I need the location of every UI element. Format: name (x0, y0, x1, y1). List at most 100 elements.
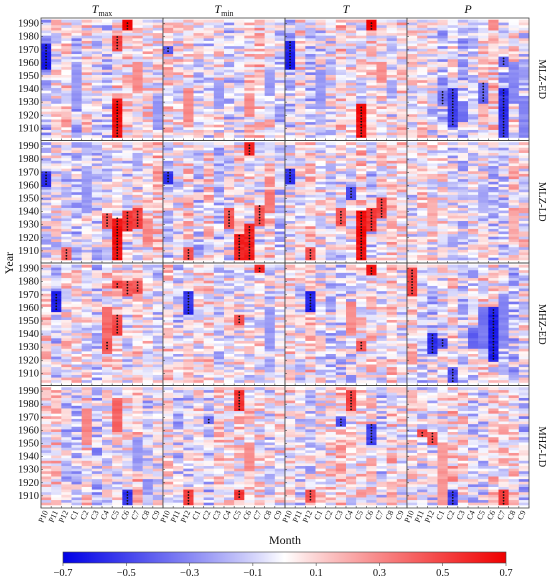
heatmap-cell (437, 157, 448, 161)
heatmap-cell (376, 233, 387, 237)
heatmap-cell (81, 311, 93, 315)
heatmap-cell (152, 100, 164, 104)
heatmap-cell (468, 220, 479, 224)
heatmap-cell (468, 160, 479, 164)
heatmap-cell (305, 241, 316, 245)
heatmap-cell (102, 113, 113, 117)
heatmap-cell (417, 168, 428, 172)
heatmap-cell (274, 38, 286, 41)
heatmap-cell (112, 189, 123, 193)
heatmap-cell (498, 215, 509, 219)
heatmap-cell (335, 113, 347, 117)
heatmap-cell (163, 189, 174, 193)
heatmap-cell (173, 246, 184, 250)
heatmap-cell (132, 121, 143, 125)
heatmap-cell (203, 106, 215, 109)
heatmap-cell (417, 53, 428, 57)
heatmap-cell (376, 30, 387, 34)
heatmap-cell (122, 113, 133, 117)
heatmap-cell (254, 127, 265, 130)
heatmap-cell (427, 103, 438, 107)
heatmap-cell (51, 272, 62, 276)
heatmap-cell (102, 77, 113, 81)
heatmap-cell (498, 35, 509, 39)
heatmap-cell (468, 113, 479, 117)
heatmap-cell (213, 113, 225, 117)
heatmap-cell (203, 82, 215, 86)
heatmap-cell (61, 150, 72, 153)
heatmap-cell (61, 337, 72, 341)
heatmap-cell (468, 129, 479, 133)
heatmap-cell (447, 48, 459, 52)
heatmap-cell (112, 66, 123, 70)
heatmap-cell (285, 124, 296, 128)
heatmap-cell (71, 108, 82, 112)
heatmap-cell (488, 134, 499, 138)
heatmap-cell (386, 176, 398, 180)
heatmap-cell (203, 197, 215, 201)
heatmap-cell (81, 184, 93, 187)
heatmap-cell (437, 116, 448, 120)
heatmap-cell (61, 269, 72, 273)
heatmap-cell (71, 267, 82, 271)
heatmap-cell (478, 218, 489, 222)
heatmap-cell (163, 207, 174, 211)
heatmap-cell (305, 212, 316, 216)
significance-marker (116, 123, 119, 126)
heatmap-cell (81, 246, 93, 250)
heatmap-cell (193, 66, 204, 70)
heatmap-cell (51, 319, 62, 323)
heatmap-cell (376, 246, 387, 250)
heatmap-cell (51, 275, 62, 279)
heatmap-cell (468, 56, 479, 60)
heatmap-cell (244, 77, 255, 81)
heatmap-cell (335, 134, 347, 138)
significance-marker (187, 249, 190, 251)
heatmap-cell (396, 19, 408, 23)
heatmap-cell (508, 24, 520, 28)
heatmap-cell (468, 30, 479, 34)
heatmap-cell (193, 92, 204, 96)
heatmap-cell (193, 32, 204, 36)
significance-marker (370, 27, 373, 30)
heatmap-cell (315, 212, 326, 216)
heatmap-cell (61, 173, 72, 177)
heatmap-cell (91, 324, 103, 328)
significance-marker (350, 190, 352, 193)
heatmap-cell (305, 202, 316, 206)
heatmap-cell (122, 72, 133, 75)
heatmap-cell (356, 218, 367, 222)
heatmap-cell (295, 173, 306, 177)
heatmap-cell (518, 113, 530, 117)
significance-marker (289, 44, 291, 46)
heatmap-cell (254, 72, 265, 75)
heatmap-cell (396, 106, 408, 109)
heatmap-cell (295, 61, 306, 65)
heatmap-cell (468, 173, 479, 177)
heatmap-cell (305, 218, 316, 222)
heatmap-cell (41, 85, 52, 89)
heatmap-cell (173, 82, 184, 86)
heatmap-cell (213, 103, 225, 107)
heatmap-cell (71, 178, 82, 182)
heatmap-cell (71, 58, 82, 62)
heatmap-cell (163, 82, 174, 86)
heatmap-cell (51, 160, 62, 164)
heatmap-cell (386, 132, 398, 136)
heatmap-cell (213, 56, 225, 60)
heatmap-cell (163, 249, 174, 253)
heatmap-cell (468, 168, 479, 172)
heatmap-cell (71, 301, 82, 305)
significance-marker (360, 123, 363, 126)
heatmap-cell (102, 74, 113, 78)
heatmap-cell (437, 173, 448, 177)
heatmap-cell (213, 40, 225, 44)
heatmap-cell (193, 257, 204, 261)
heatmap-cell (142, 43, 154, 47)
heatmap-cell (81, 90, 93, 94)
heatmap-cell (335, 199, 347, 203)
heatmap-cell (132, 56, 143, 60)
heatmap-cell (427, 24, 438, 28)
heatmap-cell (254, 186, 265, 190)
